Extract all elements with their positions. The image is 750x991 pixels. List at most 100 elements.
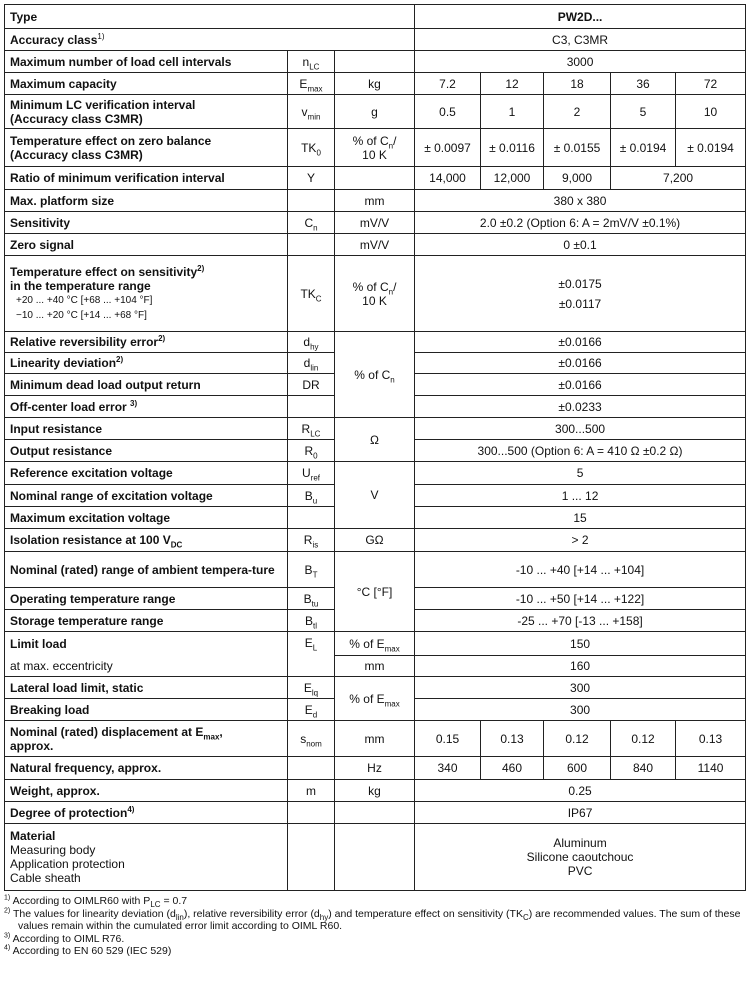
row-material: Material Measuring body Application protec… — [4, 823, 747, 891]
row-max-eccentricity: at max. eccentricity mm 160 — [4, 655, 747, 677]
row-breaking-load: Breaking load Ed 300 — [4, 698, 747, 721]
unit: mm — [333, 189, 416, 212]
label: Storage temperature range — [4, 609, 288, 632]
label: Operating temperature range — [4, 587, 288, 610]
unit: mV/V — [333, 233, 416, 256]
row-isolation-resistance: Isolation resistance at 100 VDC Ris GΩ >… — [4, 528, 747, 552]
value: ±0.0166 — [414, 373, 747, 396]
value: 380 x 380 — [414, 189, 747, 212]
value: C3, C3MR — [414, 28, 747, 51]
value: ± 0.0194 — [610, 128, 677, 167]
unit: V — [333, 461, 416, 529]
unit: % of Cn — [333, 331, 416, 418]
label: Maximum number of load cell intervals — [4, 50, 288, 73]
symbol: TKC — [287, 255, 335, 332]
label: Degree of protection4) — [4, 801, 288, 824]
label: Off-center load error 3) — [4, 395, 288, 418]
value: ± 0.0194 — [675, 128, 747, 167]
row-off-center-error: Off-center load error 3) ±0.0233 — [4, 395, 747, 418]
label: Input resistance — [4, 417, 288, 440]
label: Ratio of minimum verification interval — [4, 166, 288, 190]
value: ± 0.0097 — [414, 128, 482, 167]
value: 0.15 — [414, 720, 482, 757]
specification-table: Type PW2D... Accuracy class1) C3, C3MR M… — [3, 4, 747, 891]
symbol: DR — [287, 373, 335, 396]
label: Sensitivity — [4, 211, 288, 234]
symbol: dlin — [287, 352, 335, 374]
row-linearity-deviation: Linearity deviation2) dlin ±0.0166 — [4, 352, 747, 374]
value: 12 — [480, 72, 545, 95]
unit: mm — [333, 655, 416, 677]
symbol — [287, 823, 335, 891]
row-dead-load-return: Minimum dead load output return DR ±0.01… — [4, 373, 747, 396]
label: at max. eccentricity — [4, 655, 288, 677]
symbol: m — [287, 779, 335, 802]
value: 9,000 — [543, 166, 612, 190]
value: 0.13 — [480, 720, 545, 757]
symbol: Ed — [287, 698, 335, 721]
label: Weight, approx. — [4, 779, 288, 802]
label: Isolation resistance at 100 VDC — [4, 528, 288, 552]
value: 600 — [543, 756, 612, 780]
symbol: Uref — [287, 461, 335, 485]
value: 300 — [414, 676, 747, 699]
unit: mm — [333, 720, 416, 757]
row-ratio-verification: Ratio of minimum verification interval Y… — [4, 166, 747, 190]
symbol: TK0 — [287, 128, 335, 167]
label: Zero signal — [4, 233, 288, 256]
unit: % of Emax — [333, 631, 416, 656]
value: 72 — [675, 72, 747, 95]
value: 36 — [610, 72, 677, 95]
symbol — [287, 801, 335, 824]
label: Accuracy class1) — [3, 28, 416, 51]
unit: % of Cn/10 K — [333, 128, 416, 167]
row-zero-signal: Zero signal mV/V 0 ±0.1 — [4, 233, 747, 256]
row-accuracy-class: Accuracy class1) C3, C3MR — [3, 28, 747, 51]
symbol — [287, 233, 335, 256]
row-nominal-voltage-range: Nominal range of excitation voltage Bu 1… — [4, 484, 747, 507]
value: 0.13 — [675, 720, 747, 757]
footnotes: 1) According to OIMLR60 with PLC = 0.7 2… — [4, 895, 744, 958]
unit — [333, 801, 416, 824]
row-platform-size: Max. platform size mm 380 x 380 — [4, 189, 747, 212]
footnote-3: 3) According to OIML R76. — [4, 932, 125, 945]
row-protection: Degree of protection4) IP67 — [4, 801, 747, 824]
value: 300...500 (Option 6: A = 410 Ω ±0.2 Ω) — [414, 439, 747, 462]
row-max-capacity: Maximum capacity Emax kg 7.2 12 18 36 72 — [4, 72, 747, 95]
row-natural-frequency: Natural frequency, approx. Hz 340 460 60… — [4, 756, 747, 780]
symbol: vmin — [287, 94, 335, 129]
value: 300 — [414, 698, 747, 721]
row-sensitivity: Sensitivity Cn mV/V 2.0 ±0.2 (Option 6: … — [4, 211, 747, 234]
label: Nominal (rated) displacement at Emax, app… — [4, 720, 288, 757]
unit — [333, 166, 416, 190]
value: ±0.0233 — [414, 395, 747, 418]
value: PW2D... — [414, 4, 747, 29]
symbol: BT — [287, 551, 335, 588]
unit: GΩ — [333, 528, 416, 552]
value: 340 — [414, 756, 482, 780]
value: 0.12 — [543, 720, 612, 757]
value: 5 — [414, 461, 747, 485]
label: Maximum excitation voltage — [4, 506, 288, 529]
label: Minimum dead load output return — [4, 373, 288, 396]
row-temp-effect-sensitivity: Temperature effect on sensitivity2) in th… — [4, 255, 747, 332]
row-displacement: Nominal (rated) displacement at Emax, app… — [4, 720, 747, 757]
label: Minimum LC verification interval (Accurac… — [4, 94, 288, 129]
label: Temperature effect on sensitivity2) in th… — [4, 255, 288, 332]
row-lateral-load-limit: Lateral load limit, static Elq % of Emax… — [4, 676, 747, 721]
value: IP67 — [414, 801, 747, 824]
value: 2 — [543, 94, 612, 129]
symbol: R0 — [287, 439, 335, 462]
label: Max. platform size — [4, 189, 288, 212]
symbol: Cn — [287, 211, 335, 234]
value: -10 ... +50 [+14 ... +122] — [414, 587, 747, 610]
value: -10 ... +40 [+14 ... +104] — [414, 551, 747, 588]
row-reference-voltage: Reference excitation voltage Uref V 5 — [4, 461, 747, 529]
row-limit-load: Limit load EL % of Emax 150 — [4, 631, 747, 677]
symbol: Ris — [287, 528, 335, 552]
symbol: RLC — [287, 417, 335, 440]
row-ambient-temperature: Nominal (rated) range of ambient tempera… — [4, 551, 747, 632]
value: 0.5 — [414, 94, 482, 129]
unit: g — [333, 94, 416, 129]
symbol: Bu — [287, 484, 335, 507]
